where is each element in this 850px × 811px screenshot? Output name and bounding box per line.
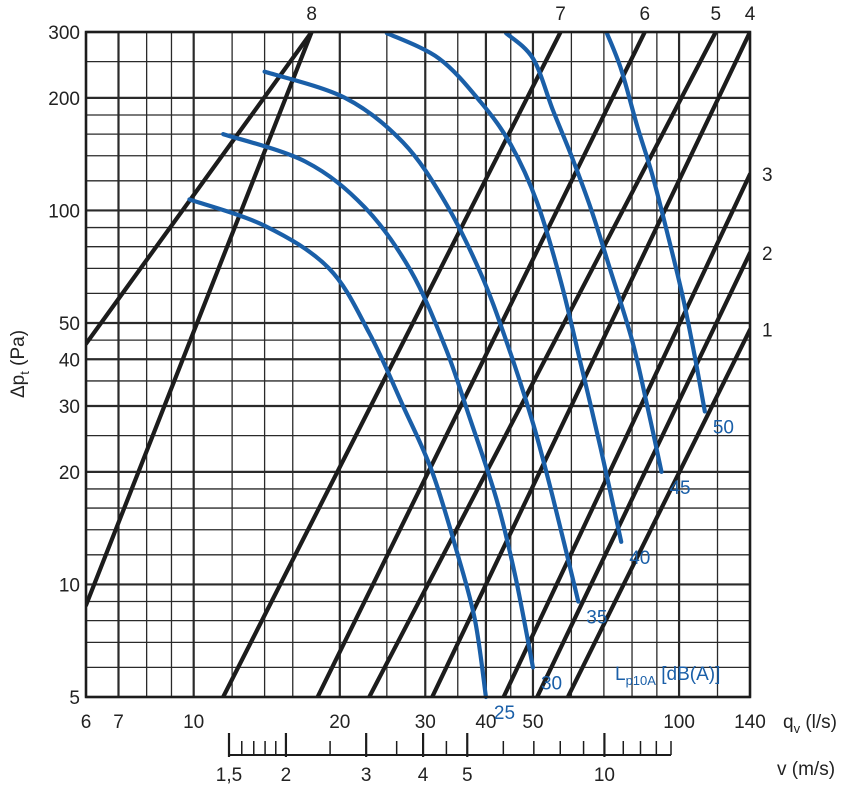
sound-level-annotation: Lp10A [dB(A)] [615,664,720,688]
y-tick-label: 5 [69,688,80,709]
velocity-tick-label: 3 [361,765,372,786]
blue-curve-35 [262,69,581,604]
velocity-tick-label: 10 [594,765,615,786]
blue-curve-label: 40 [629,548,650,569]
y-axis-title: Δpt (Pa) [8,330,32,398]
y-tick-label: 200 [48,89,80,110]
black-line-2 [535,250,750,697]
x-tick-label: 6 [81,712,92,733]
black-line-8 [86,32,314,608]
blue-curve-50 [604,30,707,414]
black-line-5 [367,32,718,697]
velocity-tick-label: 5 [462,765,473,786]
y-tick-label: 10 [59,575,80,596]
black-line-label: 7 [555,4,566,25]
blue-curve-label: 25 [494,703,515,724]
y-tick-label: 30 [59,397,80,418]
blue-curve-label: 35 [586,608,607,629]
blue-curve-label: 30 [541,673,562,694]
x-tick-label: 10 [183,712,204,733]
black-line-series [86,32,750,697]
velocity-tick-label: 4 [418,765,429,786]
velocity-tick-label: 2 [281,765,292,786]
x-tick-label: 140 [734,712,766,733]
blue-curve-25 [187,197,489,700]
black-line-label: 6 [640,4,651,25]
x-tick-label: 100 [663,712,695,733]
blue-curve-45 [503,30,664,474]
black-line-label: 8 [306,4,317,25]
black-line-label: 4 [745,4,756,25]
x-axis-title: qv (l/s) [783,712,837,736]
black-line-1 [565,327,750,697]
black-line-7 [221,32,563,697]
velocity-tick-label: 1,5 [216,765,242,786]
black-line-label: 5 [710,4,721,25]
y-tick-label: 40 [59,350,80,371]
y-tick-label: 50 [59,314,80,335]
velocity-axis: 1,5 2 3 4 5 10 v (m/s) [216,733,835,786]
y-tick-label: 300 [48,23,80,44]
grid [84,30,752,699]
blue-curve-30 [221,131,536,670]
y-tick-label: 100 [48,201,80,222]
x-tick-label: 40 [475,712,496,733]
black-line-6 [315,32,647,697]
black-line-unlabeled-8 [86,32,314,346]
black-line-label: 2 [762,244,773,265]
black-line-4 [430,32,750,697]
x-tick-label: 20 [329,712,350,733]
velocity-axis-title: v (m/s) [777,759,835,780]
blue-line-series [187,30,707,700]
x-tick-label: 50 [522,712,543,733]
blue-curve-40 [384,30,624,544]
blue-curve-label: 50 [713,417,734,438]
black-line-label: 1 [762,321,773,342]
x-tick-label: 30 [415,712,436,733]
y-tick-label: 20 [59,463,80,484]
blue-curve-label: 45 [669,478,690,499]
x-tick-label: 7 [113,712,124,733]
black-line-label: 3 [762,165,773,186]
plot-border [84,30,752,699]
black-line-3 [501,172,750,697]
plot-frame [84,30,752,699]
